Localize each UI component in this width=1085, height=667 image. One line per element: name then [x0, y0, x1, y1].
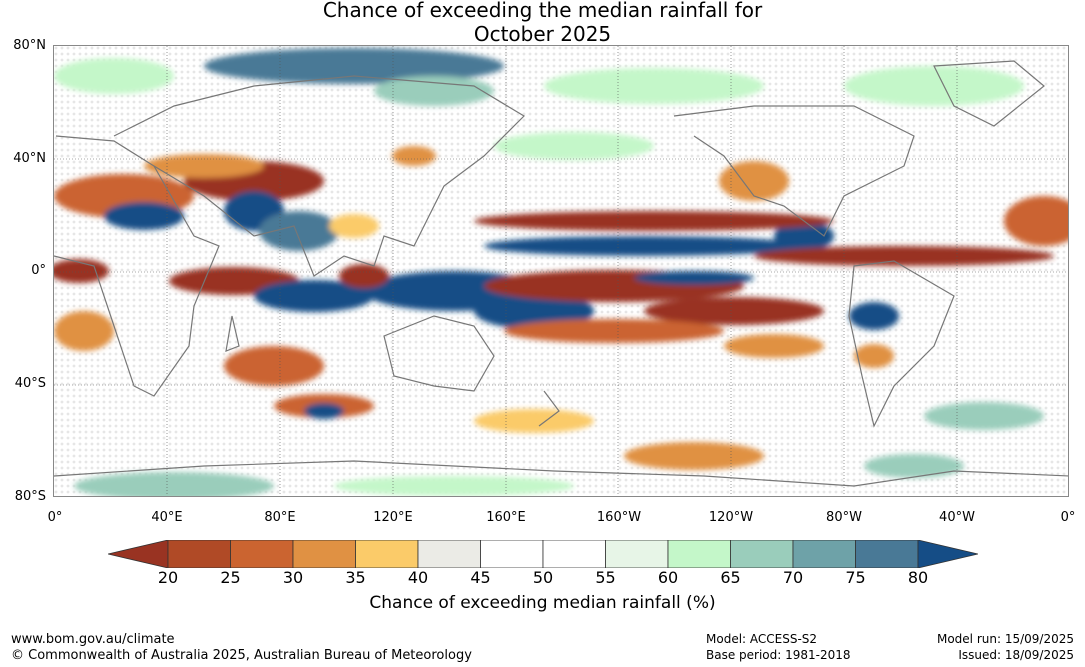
map-svg	[54, 46, 1068, 496]
colorbar-bin	[167, 539, 231, 569]
footer-url: www.bom.gov.au/climate	[11, 632, 175, 647]
coastlines	[54, 60, 1068, 487]
colorbar-bin	[667, 539, 731, 569]
rainfall-map	[53, 45, 1069, 497]
colorbar-svg	[107, 539, 979, 569]
lon-label-120w: 120°W	[708, 510, 754, 525]
lon-label-0-left: 0°	[47, 510, 63, 525]
colorbar-tick-label: 35	[345, 568, 366, 587]
colorbar-tick-label: 60	[657, 568, 679, 587]
title-line-2: October 2025	[473, 22, 612, 46]
rainfall-anomaly-fields	[54, 48, 1068, 496]
graticule	[54, 46, 1068, 496]
lon-label-120e: 120°E	[373, 510, 413, 525]
colorbar-extend-high	[917, 539, 979, 569]
colorbar-tick-label: 70	[782, 568, 804, 587]
colorbar-tick-label: 30	[282, 568, 304, 587]
colorbar-bin	[480, 539, 544, 569]
lon-label-40e: 40°E	[151, 510, 183, 525]
title-line-1: Chance of exceeding the median rainfall …	[322, 0, 763, 22]
colorbar-bin	[355, 539, 419, 569]
footer-issued: Issued: 18/09/2025	[958, 648, 1074, 662]
colorbar-tick-label: 55	[595, 568, 616, 587]
colorbar-bin	[730, 539, 794, 569]
colorbar-tick-label: 80	[907, 568, 929, 587]
lon-label-160w: 160°W	[596, 510, 642, 525]
lat-label-0: 0°	[31, 263, 46, 278]
lat-label-40n: 40°N	[13, 151, 46, 166]
lat-label-40s: 40°S	[14, 376, 46, 391]
colorbar-bin	[292, 539, 356, 569]
colorbar-bin	[855, 539, 919, 569]
footer-base-period: Base period: 1981-2018	[706, 648, 851, 662]
colorbar-bin	[605, 539, 669, 569]
footer-model-run: Model run: 15/09/2025	[936, 632, 1074, 646]
lon-label-80e: 80°E	[264, 510, 296, 525]
lon-label-160e: 160°E	[486, 510, 526, 525]
colorbar-tick-label: 40	[407, 568, 429, 587]
colorbar-bin	[542, 539, 606, 569]
lon-label-80w: 80°W	[826, 510, 862, 525]
colorbar	[107, 539, 979, 569]
colorbar-label: Chance of exceeding median rainfall (%)	[369, 593, 716, 613]
lon-label-40w: 40°W	[939, 510, 975, 525]
footer-model: Model: ACCESS-S2	[706, 632, 818, 646]
colorbar-tick-label: 50	[532, 568, 554, 587]
colorbar-bin	[792, 539, 856, 569]
colorbar-tick-label: 20	[157, 568, 179, 587]
colorbar-extend-low	[107, 539, 169, 569]
lon-label-0-right: 0°	[1060, 510, 1076, 525]
map-title: Chance of exceeding the median rainfall …	[0, 0, 1085, 46]
colorbar-tick-label: 65	[720, 568, 741, 587]
colorbar-tick-label: 25	[220, 568, 241, 587]
colorbar-tick-label: 75	[845, 568, 866, 587]
footer-copyright: © Commonwealth of Australia 2025, Austra…	[11, 648, 472, 663]
colorbar-tick-label: 45	[470, 568, 491, 587]
lat-label-80s: 80°S	[14, 489, 46, 504]
colorbar-bin	[417, 539, 481, 569]
colorbar-bin	[230, 539, 294, 569]
lat-label-80n: 80°N	[13, 38, 46, 53]
